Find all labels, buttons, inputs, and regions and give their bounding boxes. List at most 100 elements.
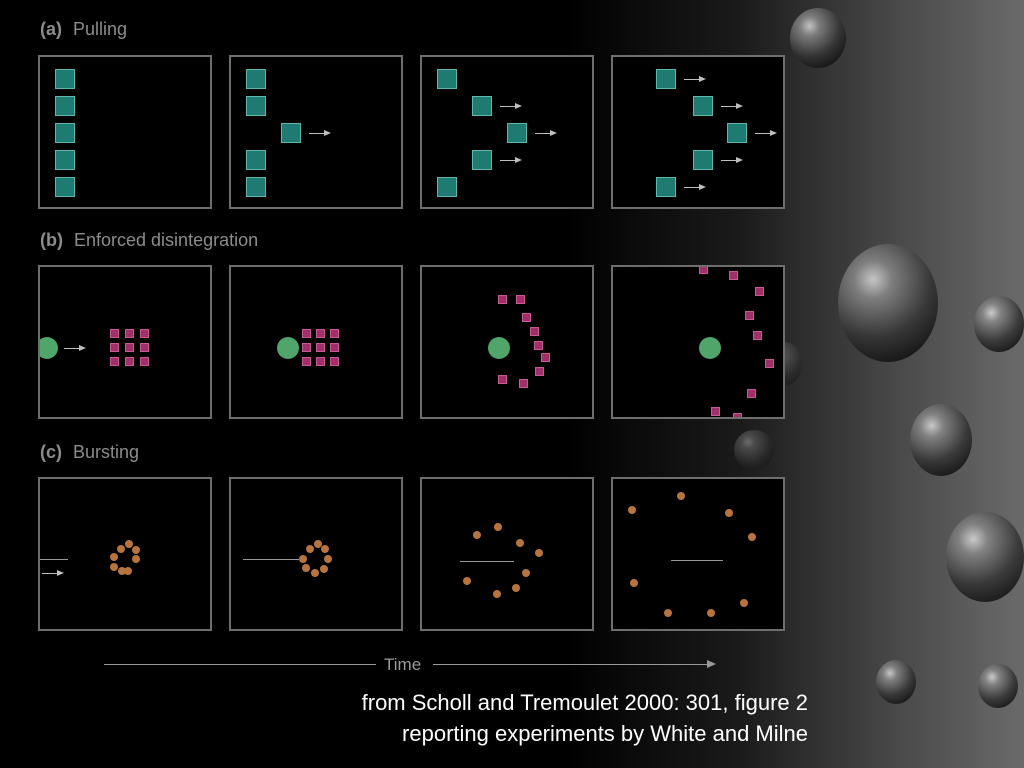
orange-dot	[132, 546, 140, 554]
magenta-square	[110, 357, 119, 366]
orange-dot	[473, 531, 481, 539]
magenta-square	[110, 329, 119, 338]
magenta-square	[302, 329, 311, 338]
orange-dot	[299, 555, 307, 563]
teal-square	[246, 69, 266, 89]
orange-dot	[463, 577, 471, 585]
row-c-title: Bursting	[73, 442, 140, 462]
magenta-square	[140, 357, 149, 366]
row-c-label: (c) Bursting	[40, 442, 139, 463]
orange-dot	[493, 590, 501, 598]
magenta-square	[522, 313, 531, 322]
pulling-frame-3	[420, 55, 594, 209]
bursting-frame-3	[420, 477, 594, 631]
orange-dot	[324, 555, 332, 563]
magenta-square	[302, 343, 311, 352]
magenta-square	[125, 357, 134, 366]
water-droplet	[974, 296, 1024, 352]
orange-dot	[125, 540, 133, 548]
orange-dot	[117, 545, 125, 553]
orange-dot	[124, 567, 132, 575]
orange-dot	[314, 540, 322, 548]
teal-square	[437, 177, 457, 197]
magenta-square	[125, 343, 134, 352]
magenta-square	[711, 407, 720, 416]
orange-dot	[664, 609, 672, 617]
pulling-frame-2	[229, 55, 403, 209]
pulling-frame-1	[38, 55, 212, 209]
orange-dot	[628, 506, 636, 514]
orange-dot	[302, 564, 310, 572]
magenta-square	[733, 413, 742, 417]
teal-square	[507, 123, 527, 143]
arrow-right-icon	[684, 184, 706, 190]
teal-square	[246, 96, 266, 116]
orange-dot	[677, 492, 685, 500]
magenta-square	[535, 367, 544, 376]
water-droplet	[946, 512, 1024, 602]
time-axis-label: Time	[384, 655, 422, 674]
orange-dot	[311, 569, 319, 577]
water-droplet	[790, 8, 846, 68]
trajectory-line	[243, 559, 299, 560]
teal-square	[693, 96, 713, 116]
arrow-right-icon	[721, 103, 743, 109]
teal-square	[55, 150, 75, 170]
magenta-square	[516, 295, 525, 304]
arrow-right-icon	[535, 130, 557, 136]
green-ball	[277, 337, 299, 359]
orange-dot	[630, 579, 638, 587]
magenta-square	[330, 329, 339, 338]
row-a-label: (a) Pulling	[40, 19, 127, 40]
pulling-frame-4	[611, 55, 785, 209]
trajectory-line	[40, 559, 68, 560]
magenta-square	[125, 329, 134, 338]
teal-square	[55, 69, 75, 89]
trajectory-line	[460, 561, 514, 562]
teal-square	[55, 123, 75, 143]
disintegration-frame-4	[611, 265, 785, 419]
magenta-square	[747, 389, 756, 398]
caption-line-2: reporting experiments by White and Milne	[402, 721, 808, 746]
teal-square	[472, 96, 492, 116]
orange-dot	[320, 565, 328, 573]
teal-square	[246, 150, 266, 170]
magenta-square	[302, 357, 311, 366]
disintegration-frame-2	[229, 265, 403, 419]
teal-square	[693, 150, 713, 170]
magenta-square	[498, 295, 507, 304]
magenta-square	[498, 375, 507, 384]
water-droplet	[978, 664, 1018, 708]
green-ball	[488, 337, 510, 359]
magenta-square	[745, 311, 754, 320]
orange-dot	[535, 549, 543, 557]
magenta-square	[330, 343, 339, 352]
green-ball	[40, 337, 58, 359]
orange-dot	[321, 545, 329, 553]
arrow-right-icon	[42, 570, 64, 576]
disintegration-frame-3	[420, 265, 594, 419]
teal-square	[656, 177, 676, 197]
row-b-label: (b) Enforced disintegration	[40, 230, 258, 251]
orange-dot	[512, 584, 520, 592]
arrow-right-icon	[309, 130, 331, 136]
water-droplet	[838, 244, 938, 362]
magenta-square	[330, 357, 339, 366]
teal-square	[472, 150, 492, 170]
teal-square	[55, 177, 75, 197]
magenta-square	[110, 343, 119, 352]
orange-dot	[494, 523, 502, 531]
time-axis-arrow-icon	[433, 660, 716, 668]
orange-dot	[707, 609, 715, 617]
row-b-letter: (b)	[40, 230, 63, 250]
magenta-square	[753, 331, 762, 340]
bursting-frame-1	[38, 477, 212, 631]
magenta-square	[316, 343, 325, 352]
arrow-right-icon	[500, 103, 522, 109]
teal-square	[55, 96, 75, 116]
orange-dot	[132, 555, 140, 563]
teal-square	[656, 69, 676, 89]
orange-dot	[516, 539, 524, 547]
arrow-right-icon	[684, 76, 706, 82]
row-c-letter: (c)	[40, 442, 62, 462]
